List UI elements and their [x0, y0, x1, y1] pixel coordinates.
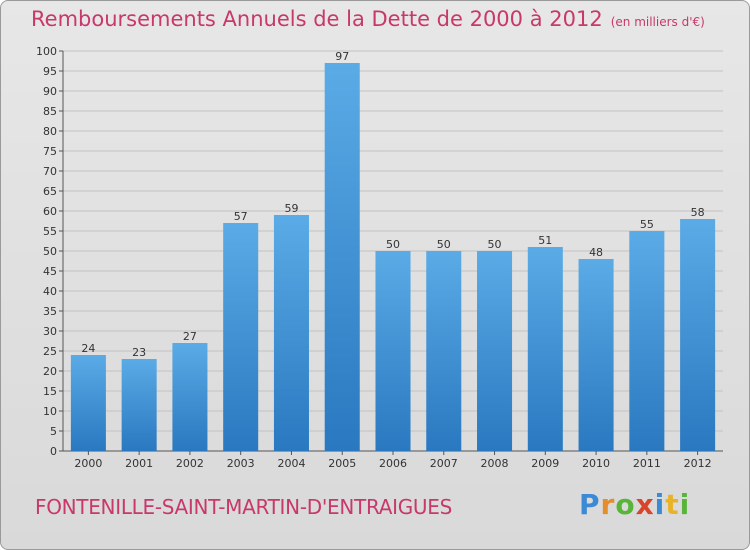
logo-letter: i — [679, 488, 691, 521]
title-main: Remboursements Annuels de la Dette de 20… — [31, 7, 603, 31]
y-tick-label: 70 — [43, 165, 57, 178]
logo-letter: o — [615, 488, 636, 521]
data-label: 23 — [132, 346, 146, 359]
x-tick-label: 2006 — [379, 457, 407, 470]
y-tick-label: 60 — [43, 205, 57, 218]
bar-2010 — [578, 259, 614, 451]
logo-letter: P — [579, 488, 601, 521]
x-tick-labels: 2000 2001 2002 2003 2004 2005 2006 2007 2008 2009… — [74, 457, 711, 470]
x-tick-label: 2000 — [74, 457, 102, 470]
logo-letter: x — [635, 488, 655, 521]
y-tick-label: 100 — [36, 45, 57, 58]
x-tick-label: 2011 — [633, 457, 661, 470]
bar-2006 — [375, 251, 411, 451]
y-tick-label: 35 — [43, 305, 57, 318]
y-tick-label: 85 — [43, 105, 57, 118]
x-tick-label: 2009 — [531, 457, 559, 470]
bar-2007 — [426, 251, 462, 451]
y-tick-label: 30 — [43, 325, 57, 338]
data-label: 27 — [183, 330, 197, 343]
bar-2005 — [324, 63, 360, 451]
y-tick-label: 75 — [43, 145, 57, 158]
data-label: 59 — [284, 202, 298, 215]
y-tick-label: 50 — [43, 245, 57, 258]
bar-2011 — [629, 231, 665, 451]
bar-2002 — [172, 343, 208, 451]
x-tick-label: 2002 — [176, 457, 204, 470]
bar-2003 — [223, 223, 259, 451]
data-label: 51 — [538, 234, 552, 247]
data-label: 57 — [234, 210, 248, 223]
x-tick-label: 2008 — [481, 457, 509, 470]
y-tick-label: 90 — [43, 85, 57, 98]
data-labels: 24 23 27 57 59 97 50 50 50 51 48 55 58 — [81, 50, 704, 359]
y-tick-label: 15 — [43, 385, 57, 398]
bar-2000 — [70, 355, 106, 451]
x-tick-label: 2004 — [277, 457, 305, 470]
data-label: 50 — [437, 238, 451, 251]
y-tick-labels: 0 5 10 15 20 25 30 35 40 45 50 55 60 65 70 75 80 85 90 95 10… — [36, 45, 57, 458]
y-tick-label: 40 — [43, 285, 57, 298]
x-tick-label: 2007 — [430, 457, 458, 470]
bar-2012 — [680, 219, 716, 451]
y-tick-label: 65 — [43, 185, 57, 198]
y-tick-label: 55 — [43, 225, 57, 238]
bars — [70, 63, 716, 451]
commune-name: FONTENILLE-SAINT-MARTIN-D'ENTRAIGUES — [35, 495, 452, 519]
bar-2008 — [477, 251, 513, 451]
y-tick-label: 10 — [43, 405, 57, 418]
data-label: 97 — [335, 50, 349, 63]
y-tick-label: 5 — [50, 425, 57, 438]
x-tick-label: 2010 — [582, 457, 610, 470]
proxiti-logo[interactable]: Proxiti — [579, 488, 690, 521]
chart-title: Remboursements Annuels de la Dette de 20… — [31, 7, 705, 31]
logo-letter: t — [665, 488, 680, 521]
y-tick-label: 0 — [50, 445, 57, 458]
x-tick-label: 2012 — [684, 457, 712, 470]
y-tick-label: 25 — [43, 345, 57, 358]
data-label: 58 — [691, 206, 705, 219]
x-tick-label: 2003 — [227, 457, 255, 470]
bar-2004 — [273, 215, 309, 451]
y-tick-label: 45 — [43, 265, 57, 278]
data-label: 50 — [488, 238, 502, 251]
data-label: 50 — [386, 238, 400, 251]
x-tick-label: 2001 — [125, 457, 153, 470]
bar-2009 — [527, 247, 563, 451]
data-label: 55 — [640, 218, 654, 231]
data-label: 24 — [81, 342, 95, 355]
y-tick-label: 80 — [43, 125, 57, 138]
data-label: 48 — [589, 246, 603, 259]
y-tick-label: 95 — [43, 65, 57, 78]
x-tick-label: 2005 — [328, 457, 356, 470]
title-unit: (en milliers d'€) — [610, 15, 705, 29]
logo-letter: r — [600, 488, 616, 521]
bar-2001 — [121, 359, 157, 451]
logo-letter: i — [654, 488, 666, 521]
y-tick-label: 20 — [43, 365, 57, 378]
